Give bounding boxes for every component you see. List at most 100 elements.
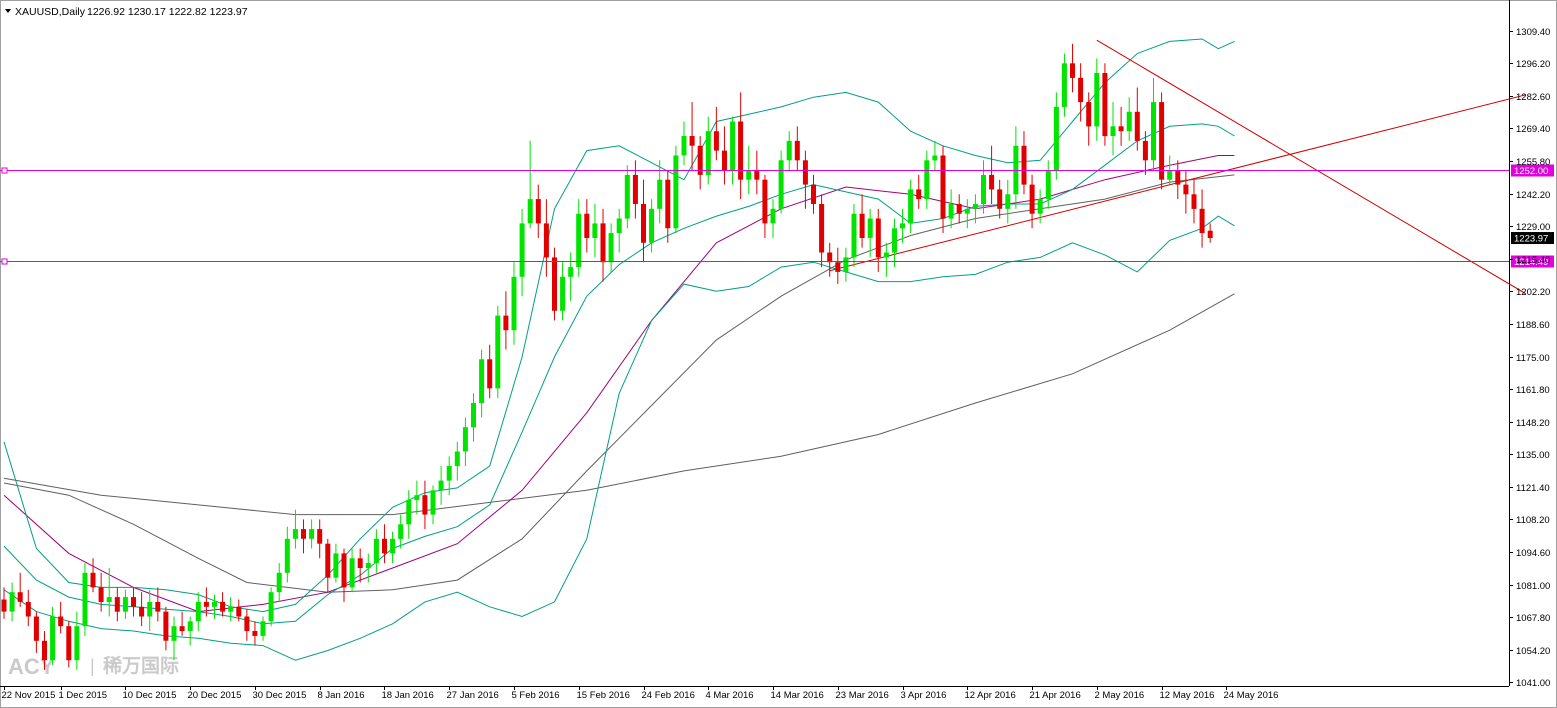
candle	[827, 242, 833, 277]
candle-body	[892, 228, 897, 253]
candle	[50, 606, 56, 666]
candle-body	[543, 223, 549, 258]
candle	[851, 203, 857, 268]
x-tick-label: 4 Mar 2016	[706, 690, 754, 701]
candle-body	[746, 170, 752, 180]
candle	[357, 548, 363, 583]
candle	[414, 480, 420, 515]
candle-body	[535, 199, 541, 224]
candle-body	[568, 267, 574, 277]
candle-body	[106, 597, 112, 602]
candle-body	[730, 121, 736, 170]
candle	[147, 589, 153, 632]
candle	[479, 349, 485, 418]
candle-body	[292, 529, 298, 539]
candle-body	[1183, 184, 1189, 195]
candle	[139, 592, 145, 627]
candle	[25, 589, 31, 627]
candle	[762, 174, 768, 238]
candle	[179, 611, 185, 636]
candle	[616, 208, 622, 253]
candle-body	[58, 616, 64, 627]
y-tick-label: 1041.00	[1516, 678, 1550, 689]
y-tick-label: 1135.00	[1516, 450, 1550, 461]
candle	[649, 199, 655, 253]
candle-body	[454, 451, 460, 467]
candle-body	[9, 592, 15, 612]
candle-body	[382, 538, 387, 554]
candle	[1086, 92, 1092, 146]
candle-body	[446, 466, 452, 481]
candle	[220, 592, 226, 617]
y-tick-label: 1081.00	[1516, 581, 1550, 592]
candle-body	[624, 174, 630, 219]
chevron-down-icon[interactable]	[5, 9, 11, 13]
candle-body	[139, 606, 145, 617]
candle-body	[932, 155, 938, 161]
candle	[738, 92, 744, 200]
candle	[689, 102, 695, 171]
trendline-2[interactable]	[1096, 39, 1527, 295]
candle	[1005, 179, 1011, 224]
candle-body	[131, 597, 136, 607]
level-anchor-handle[interactable]	[1, 167, 8, 174]
candle-body	[487, 359, 493, 389]
y-tick-label: 1067.80	[1516, 613, 1550, 624]
candle-body	[1175, 170, 1181, 185]
candle	[122, 589, 128, 619]
candle-body	[98, 587, 104, 602]
candle	[1045, 160, 1051, 209]
candle-body	[649, 208, 655, 243]
candle	[203, 587, 209, 617]
candle	[568, 252, 574, 302]
level-price-tag	[1511, 164, 1554, 177]
candle	[438, 466, 444, 505]
candle-body	[284, 538, 290, 573]
candle-body	[479, 359, 485, 403]
candle	[908, 179, 914, 234]
candle	[722, 126, 727, 185]
y-tick-label: 1269.40	[1516, 124, 1550, 135]
candle	[106, 567, 112, 617]
candle-body	[503, 315, 509, 331]
candle	[997, 179, 1003, 219]
y-tick-label: 1108.20	[1516, 515, 1550, 526]
y-tick-label: 1255.80	[1516, 157, 1550, 168]
candle-body	[1029, 184, 1035, 214]
candle	[17, 572, 23, 607]
candle	[454, 441, 460, 481]
candle	[503, 291, 509, 350]
candle	[802, 150, 808, 209]
candle	[754, 150, 760, 195]
candle	[382, 524, 387, 564]
candle	[859, 194, 865, 248]
moving-average-ma-gray-1	[3, 174, 1235, 593]
candle	[1126, 97, 1132, 141]
level-price-label: 1252.00	[1514, 166, 1548, 177]
candle-body	[236, 606, 242, 617]
candle	[252, 621, 258, 646]
candle	[260, 616, 266, 641]
candle-body	[1070, 63, 1075, 78]
candle-body	[122, 597, 128, 612]
candle-body	[309, 529, 315, 539]
candle-body	[641, 204, 646, 243]
candle-body	[187, 621, 193, 631]
candle	[33, 611, 39, 653]
candle	[600, 208, 606, 282]
candle-body	[689, 136, 695, 146]
candle-body	[989, 174, 995, 190]
candle-body	[1102, 73, 1108, 137]
level-anchor-handle[interactable]	[1, 258, 8, 265]
candle	[171, 616, 177, 661]
last-price-tag	[1511, 232, 1554, 245]
candle	[1061, 53, 1067, 117]
plot-area[interactable]	[0, 0, 1509, 686]
candle-body	[1086, 102, 1092, 127]
candle	[713, 106, 719, 161]
candle-body	[900, 223, 905, 229]
candle-body	[301, 529, 306, 539]
candle	[697, 136, 703, 190]
candle	[114, 587, 120, 622]
